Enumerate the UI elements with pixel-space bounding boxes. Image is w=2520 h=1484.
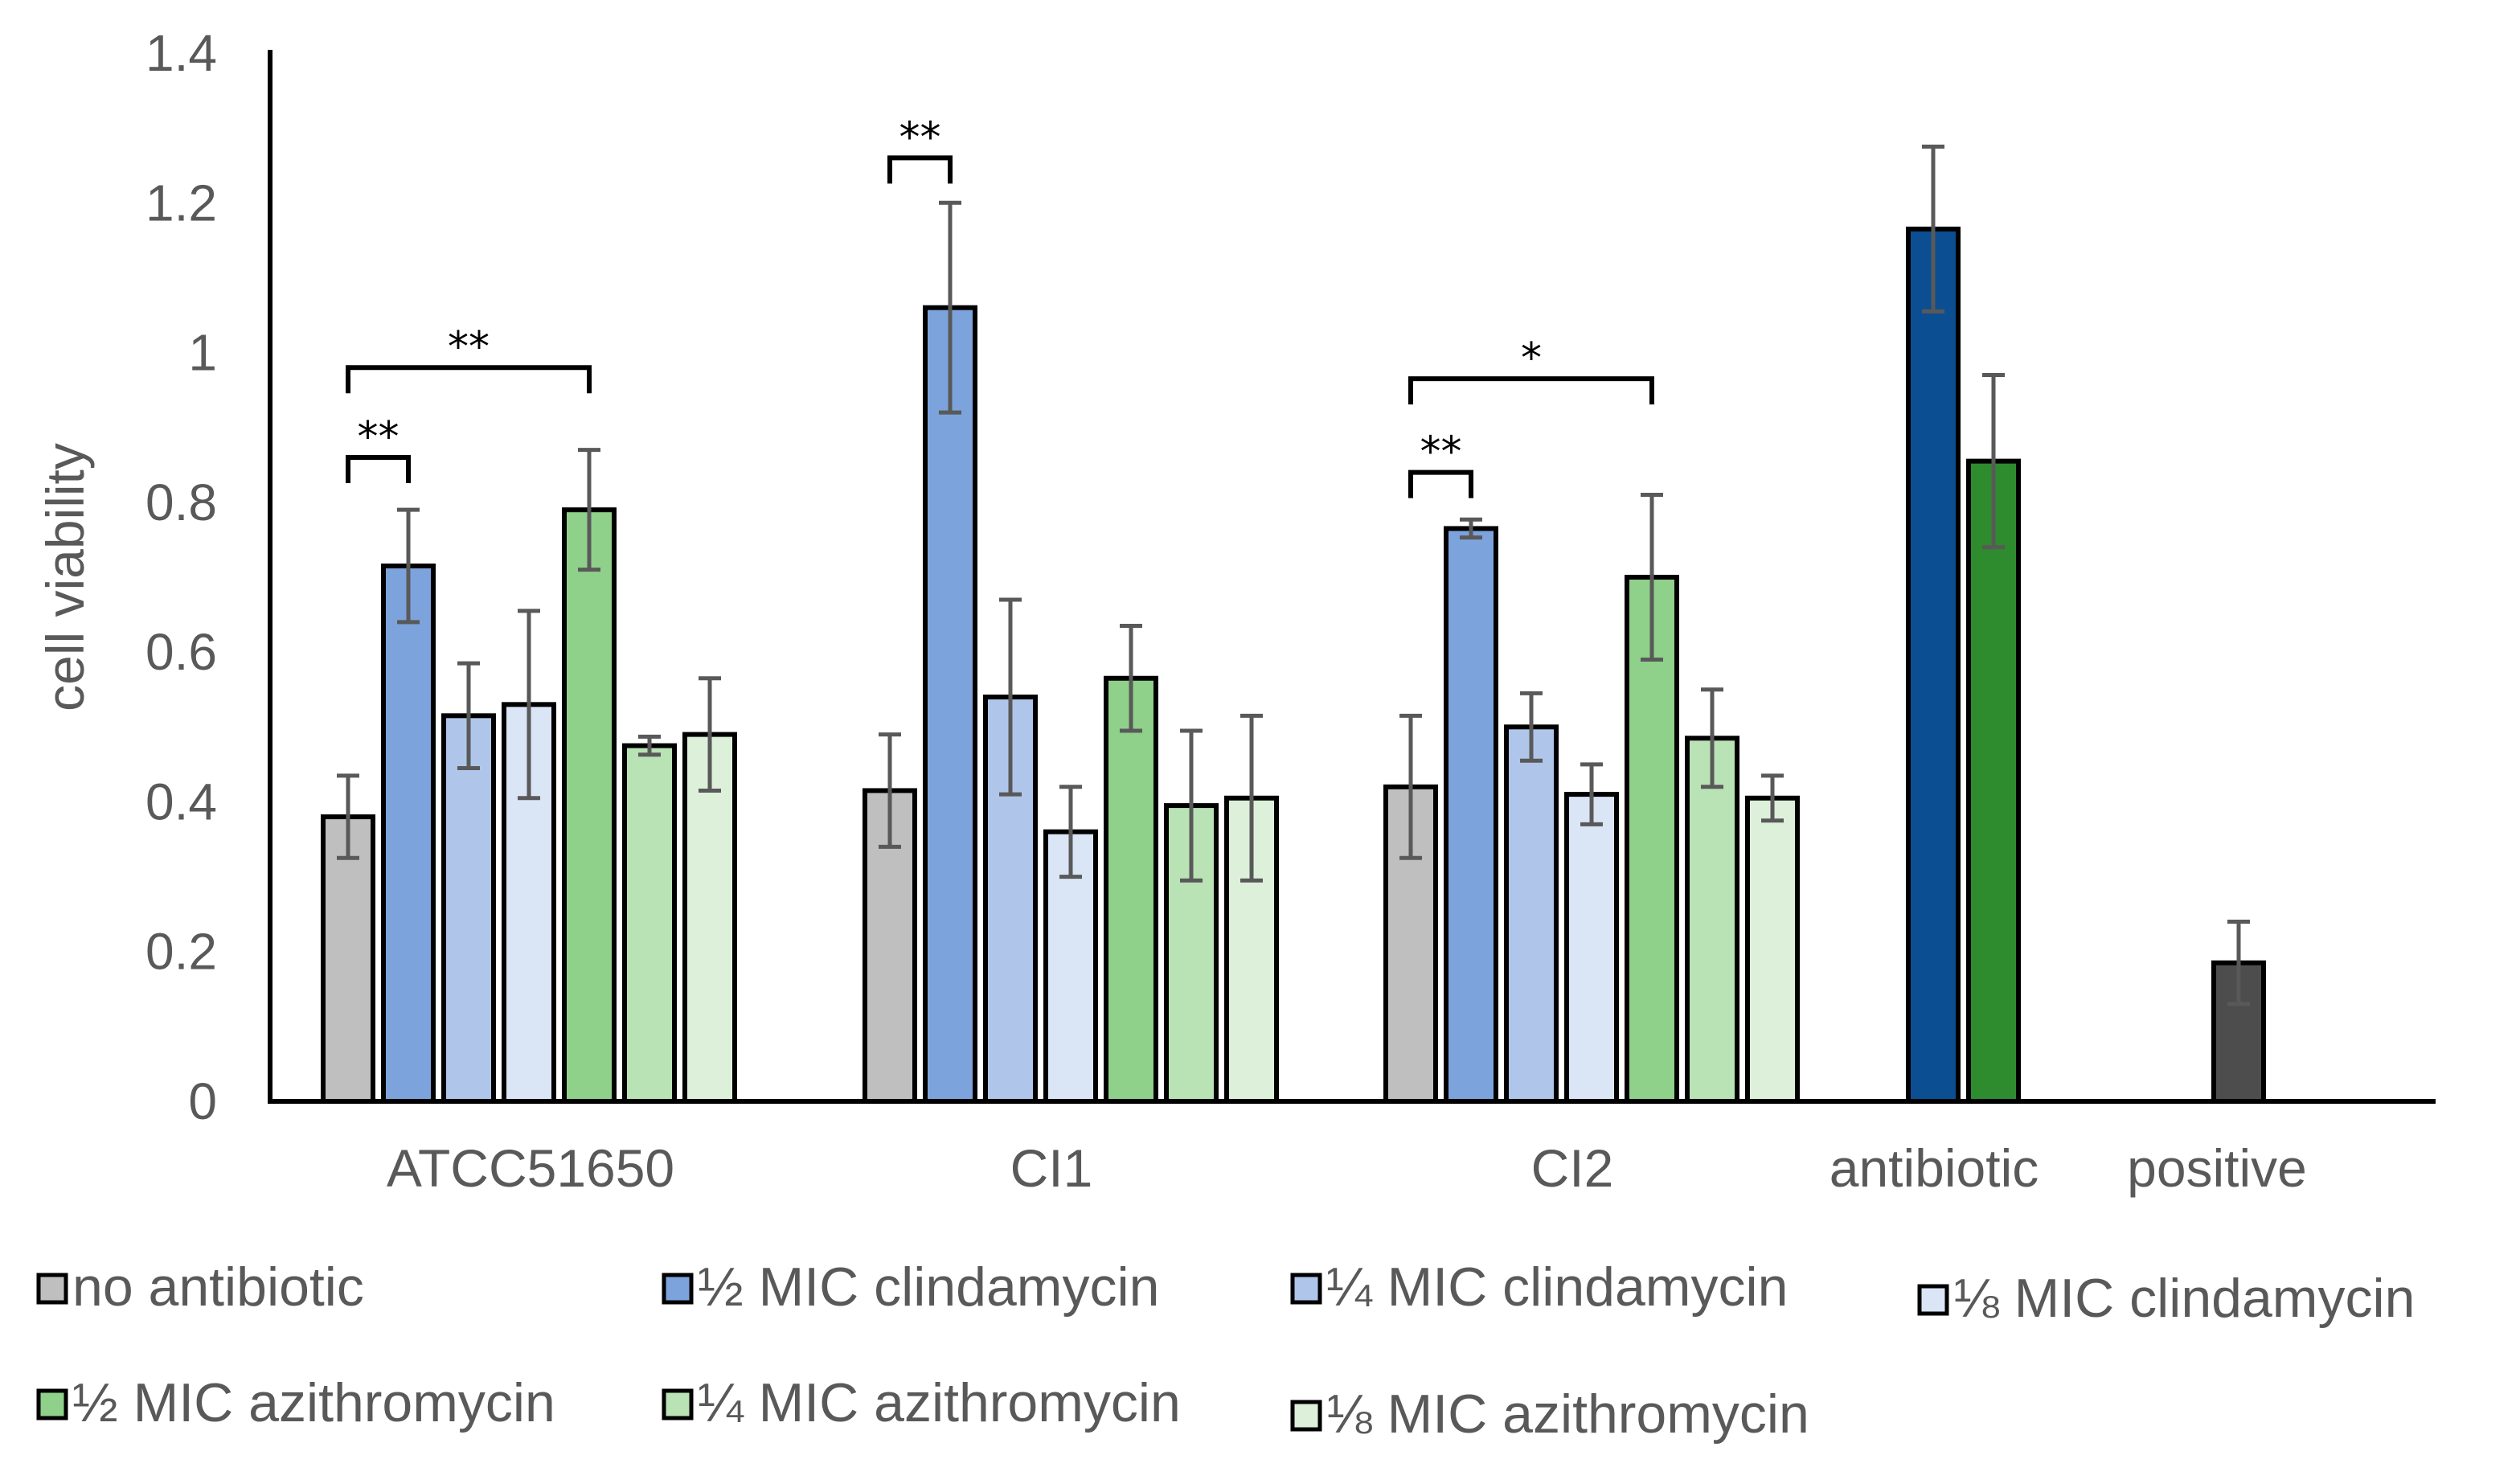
y-tick-label: 0.8 [145,473,217,531]
legend-swatch [1917,1284,1949,1316]
bar-group-atcc51650 [321,448,737,1104]
bar-group-antibiotic [1906,144,2021,1104]
bar [1224,795,1279,1104]
y-tick-label: 0.6 [145,623,217,681]
bracket-line [346,365,592,394]
error-bar [457,661,480,771]
legend-swatch [662,1388,694,1420]
error-bar [1580,762,1603,826]
legend-item: ¼ MIC clindamycin [1290,1256,1788,1318]
error-bar [337,773,359,860]
error-bar [1761,773,1784,823]
legend-swatch [36,1273,68,1305]
error-bar [578,448,600,572]
x-category-label: CI1 [1010,1138,1093,1198]
x-category-label: positive [2127,1138,2307,1198]
legend-item: ⅛ MIC clindamycin [1917,1268,2415,1329]
bar-group-ci2 [1383,493,1800,1104]
legend: no antibiotic ½ MIC clindamycin ¼ MIC clin… [36,1256,2415,1445]
bracket-line [1408,469,1473,498]
bar [1685,736,1739,1104]
legend-item: ¼ MIC azithromycin [662,1372,1181,1433]
legend-label: ¼ MIC azithromycin [698,1372,1181,1433]
legend-label: ½ MIC azithromycin [72,1372,555,1433]
error-bar [2227,919,2250,1006]
significance-label: ** [358,413,400,461]
legend-item: ½ MIC azithromycin [36,1372,555,1433]
significance-bracket: ** [346,323,592,394]
bracket-line [1408,376,1654,405]
error-bar [1520,691,1543,763]
bar [1564,792,1619,1104]
bar-group-positive [2211,919,2266,1104]
error-bar [1120,624,1142,733]
significance-label: ** [1420,428,1462,477]
bar [622,743,677,1104]
error-bar [1641,493,1663,662]
bar [923,305,977,1104]
legend-swatch [1290,1400,1322,1432]
significance-label: * [1521,334,1542,383]
legend-item: ½ MIC clindamycin [662,1256,1159,1318]
bars-layer [321,144,2266,1104]
x-category-label: CI2 [1531,1138,1614,1198]
bar [562,507,617,1104]
significance-bracket: * [1408,334,1654,405]
y-tick-label: 0 [188,1072,217,1130]
legend-item: ⅛ MIC azithromycin [1290,1384,1809,1445]
y-tick-label: 1.2 [145,174,217,232]
legend-label: ¼ MIC clindamycin [1326,1256,1788,1318]
significance-bracket: ** [1408,428,1473,498]
axes-layer: 0 0.2 0.4 0.6 0.8 1 1.2 1.4 cell viability ATCC51… [35,24,2436,1198]
bar [1625,575,1679,1104]
bar [1906,226,1961,1104]
legend-label: ⅛ MIC clindamycin [1953,1268,2415,1329]
y-tick-label: 1 [188,324,217,382]
x-category-label: ATCC51650 [387,1138,674,1198]
error-bar [397,507,420,625]
y-tick-label: 1.4 [145,24,217,82]
bar [1966,458,2021,1104]
legend-swatch [662,1273,694,1305]
error-bar [638,734,661,757]
error-bar [1059,785,1082,879]
error-bar [699,676,721,793]
significance-bracket: ** [887,113,953,184]
bar [381,564,436,1104]
significance-label: ** [899,113,941,162]
significance-layer: ********* [346,113,1654,498]
legend-swatch [1290,1273,1322,1305]
error-bar [1399,713,1422,860]
error-bar [939,200,961,415]
x-category-label: antibiotic [1830,1138,2039,1198]
error-bar [1180,728,1203,883]
legend-label: ½ MIC clindamycin [698,1256,1159,1318]
error-bar [1240,713,1263,883]
error-bar [1982,373,2005,550]
error-bar [999,597,1022,797]
error-bar [1922,144,1944,314]
error-bar [1701,687,1723,789]
bar [1104,675,1158,1104]
y-tick-label: 0.4 [145,773,217,830]
legend-label: no antibiotic [72,1256,364,1318]
legend-swatch [36,1388,68,1420]
error-bar [518,609,540,801]
legend-label: ⅛ MIC azithromycin [1326,1384,1809,1445]
bar [1745,795,1800,1104]
bracket-line [346,454,411,483]
bar-group-ci1 [863,200,1279,1104]
significance-label: ** [448,323,490,371]
significance-bracket: ** [346,413,411,483]
error-bar [1460,517,1482,540]
error-bar [879,732,901,849]
y-axis-title: cell viability [35,443,95,711]
bar [1444,526,1498,1104]
bracket-line [887,155,953,184]
bar [1504,724,1559,1104]
legend-item: no antibiotic [36,1256,364,1318]
bar [441,713,496,1104]
y-tick-label: 0.2 [145,923,217,981]
